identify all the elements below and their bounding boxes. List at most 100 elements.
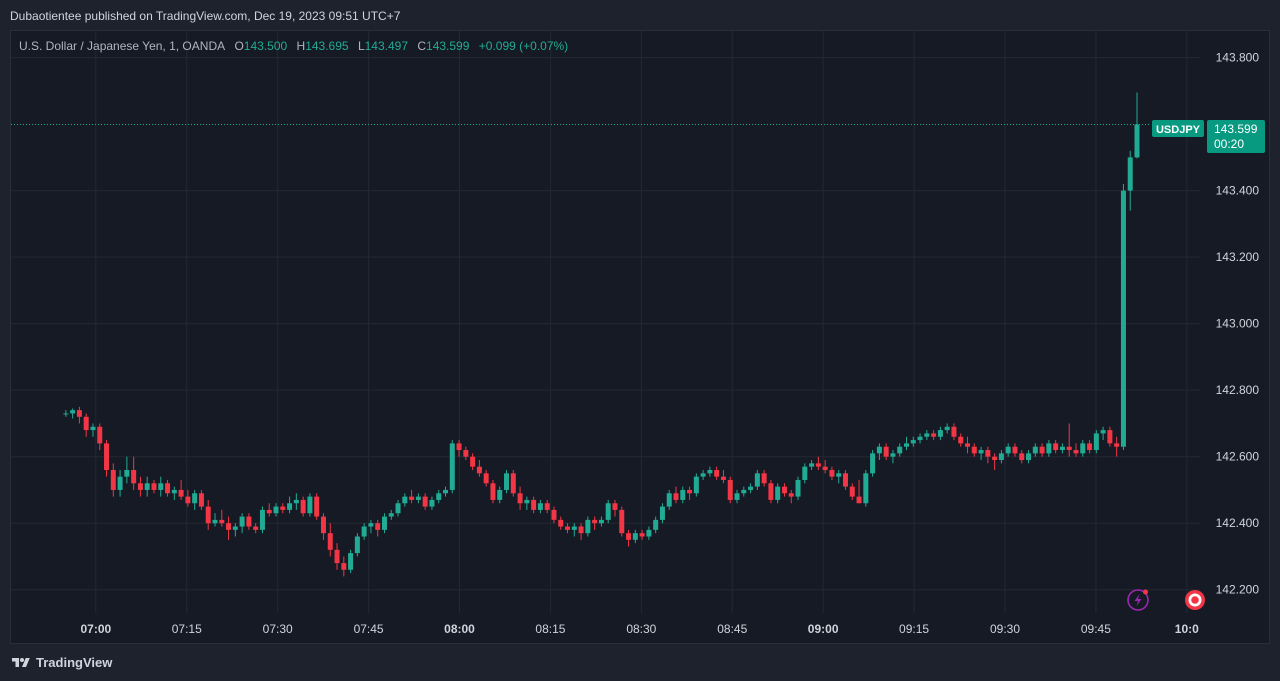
candle-body [809,463,815,467]
candle [1114,436,1120,457]
candle [707,466,713,477]
candle [931,430,937,441]
candle [314,493,320,520]
candle-body [822,466,828,470]
candle-body [320,516,326,534]
candle [449,440,455,494]
candle [415,493,421,504]
candle [531,496,537,514]
candle-body [788,493,794,497]
candle [965,436,971,454]
legend-symbol[interactable]: U.S. Dollar / Japanese Yen, 1, OANDA [19,39,226,53]
candle-body [531,499,537,510]
candle-body [395,503,401,514]
time-axis[interactable]: 07:00 07:15 07:30 07:45 08:00 08:15 08:30 08:45… [81,622,1200,636]
legend-close-label: C [417,39,427,53]
candle-body [381,516,387,530]
legend-close-value: 143.599 [426,39,470,53]
candle [300,496,306,517]
candle-body [1005,446,1011,454]
candle [897,443,903,457]
candle-body [476,466,482,474]
candle-body [836,473,842,477]
candle-body [117,476,123,490]
candle [1019,450,1025,464]
candle [585,516,591,537]
candle-body [110,469,116,490]
candle [876,443,882,461]
candle-body [517,493,523,504]
candle [714,466,720,480]
candle [856,479,862,504]
candle-body [144,483,150,490]
candle-body [537,503,543,510]
candle-body [727,479,733,500]
candle [273,503,279,517]
candle [741,486,747,497]
candle [1053,440,1059,454]
candle-body [97,426,103,444]
candle [524,496,530,510]
candle-body [775,486,781,500]
record-icon[interactable] [1185,590,1205,610]
candle-body [842,473,848,487]
candle-body [1026,453,1032,461]
y-tick-label: 142.800 [1216,383,1260,397]
candle-body [171,489,177,494]
candle [849,483,855,500]
candle-body [1073,450,1079,454]
candle-body [741,489,747,494]
candle [612,499,618,517]
candle [544,499,550,514]
candle [1039,443,1045,457]
candle [653,516,659,534]
candle [381,513,387,534]
candle [626,529,632,547]
candle [944,423,950,434]
candle-body [748,486,754,490]
candle [97,423,103,451]
candle-body [965,443,971,447]
x-tick-label: 07:30 [263,622,293,636]
candle [781,483,787,497]
candle-body [1080,443,1086,454]
candle-body [1127,157,1133,191]
candle-body [802,466,808,480]
candle [165,479,171,497]
candle [727,476,733,504]
candle [131,456,137,490]
candle-body [958,436,964,444]
candle [985,446,991,464]
candle-body [951,426,957,437]
candle-body [327,533,333,550]
candle-body [422,496,428,507]
candle-body [585,519,591,534]
candle-body [63,413,69,415]
candle [1120,183,1126,451]
lightning-alert-icon[interactable] [1127,589,1149,611]
candle [910,436,916,447]
candle-body [646,529,652,537]
candle-body [483,473,489,484]
candle-body [551,509,557,520]
candle-body [978,450,984,454]
candle-body [639,533,645,537]
chart-pane[interactable] [10,30,1270,644]
candle [293,493,299,510]
candle-body [192,493,198,504]
candle-body [273,506,279,514]
candle-body [998,453,1004,461]
candle-body [219,519,225,524]
candle [137,476,143,497]
brand[interactable]: TradingView [10,655,112,670]
y-tick-label: 142.200 [1216,583,1260,597]
candle [809,460,815,470]
candle-body [1087,443,1093,451]
candle [124,456,130,484]
candle-body [158,483,164,490]
candle-body [680,489,686,500]
candle-body [293,499,299,504]
price-axis[interactable]: 143.800 143.400 143.200 143.000 142.800 142.6… [1216,51,1260,597]
x-tick-label: 08:15 [535,622,565,636]
